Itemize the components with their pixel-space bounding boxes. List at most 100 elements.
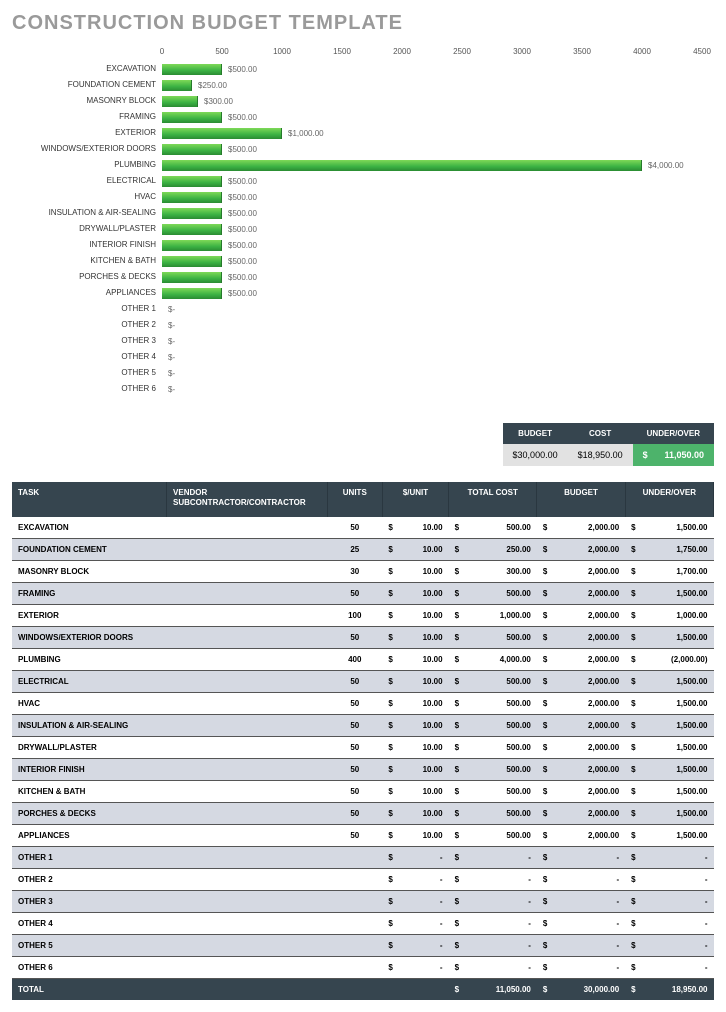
chart-bar [162,112,222,123]
chart-bar-value-label: $4,000.00 [648,161,684,170]
cell-budget: $- [537,957,625,979]
chart-bar [162,64,222,75]
cell-budget: $2,000.00 [537,561,625,583]
chart-bar-value-label: $- [168,337,175,346]
cell-vendor [167,583,328,605]
chart-bar-row: $1,000.00 [162,125,702,141]
cell-total: $- [449,935,537,957]
chart-bar-value-label: $500.00 [228,177,257,186]
chart-bar-row: $500.00 [162,253,702,269]
cell-total: $300.00 [449,561,537,583]
chart-tick: 4000 [633,47,651,56]
summary-header-budget: BUDGET [503,423,568,444]
budget-table: TASK VENDORSUBCONTRACTOR/CONTRACTOR UNIT… [12,482,714,1000]
chart-bar-row: $300.00 [162,93,702,109]
cell-budget: $- [537,891,625,913]
cell-vendor [167,649,328,671]
chart-bar-row: $- [162,333,702,349]
cell-total: $500.00 [449,583,537,605]
cell-total: $- [449,869,537,891]
cell-units [327,869,382,891]
cell-units [327,913,382,935]
cell-vendor [167,957,328,979]
table-row: EXCAVATION50$10.00$500.00$2,000.00$1,500… [12,517,714,539]
cell-total: $500.00 [449,517,537,539]
cell-over: $1,500.00 [625,759,713,781]
cell-total: $500.00 [449,693,537,715]
table-row: OTHER 3$-$-$-$- [12,891,714,913]
cell-over: $1,000.00 [625,605,713,627]
cell-budget: $2,000.00 [537,627,625,649]
chart-bar-value-label: $500.00 [228,113,257,122]
chart-tick: 1500 [333,47,351,56]
chart-bar-row: $500.00 [162,221,702,237]
cell-unitprice: $10.00 [382,803,448,825]
cell-task: OTHER 6 [12,957,167,979]
cell-units [327,847,382,869]
table-row: FOUNDATION CEMENT25$10.00$250.00$2,000.0… [12,539,714,561]
table-footer-row: TOTAL $11,050.00 $30,000.00 $18,950.00 [12,979,714,1001]
cell-unitprice: $- [382,935,448,957]
chart-bar-value-label: $500.00 [228,145,257,154]
th-over: UNDER/OVER [625,482,713,517]
cell-units: 50 [327,803,382,825]
chart-category-label: APPLIANCES [12,285,162,301]
chart-bar [162,192,222,203]
cell-vendor [167,693,328,715]
cell-unitprice: $10.00 [382,517,448,539]
cell-unitprice: $10.00 [382,583,448,605]
chart-category-label: FOUNDATION CEMENT [12,77,162,93]
cell-unitprice: $10.00 [382,693,448,715]
cell-task: WINDOWS/EXTERIOR DOORS [12,627,167,649]
cell-task: EXTERIOR [12,605,167,627]
cell-task: FRAMING [12,583,167,605]
cell-vendor [167,781,328,803]
cell-task: MASONRY BLOCK [12,561,167,583]
cell-units: 50 [327,517,382,539]
table-row: WINDOWS/EXTERIOR DOORS50$10.00$500.00$2,… [12,627,714,649]
cell-budget: $2,000.00 [537,671,625,693]
chart-tick: 0 [160,47,164,56]
cell-over: $- [625,935,713,957]
cell-budget: $2,000.00 [537,737,625,759]
cell-budget: $2,000.00 [537,825,625,847]
chart-tick: 2000 [393,47,411,56]
chart-bar [162,144,222,155]
cell-units: 50 [327,583,382,605]
cell-vendor [167,561,328,583]
chart-tick: 3000 [513,47,531,56]
chart-bar-value-label: $1,000.00 [288,129,324,138]
cell-total: $500.00 [449,803,537,825]
cost-chart: EXCAVATIONFOUNDATION CEMENTMASONRY BLOCK… [12,43,714,413]
chart-bar [162,208,222,219]
cell-over: $1,500.00 [625,715,713,737]
cell-unitprice: $10.00 [382,715,448,737]
chart-category-label: PORCHES & DECKS [12,269,162,285]
page-title: CONSTRUCTION BUDGET TEMPLATE [12,12,714,35]
chart-bar-row: $500.00 [162,173,702,189]
chart-bar-value-label: $300.00 [204,97,233,106]
cell-total: $500.00 [449,825,537,847]
cell-over: $1,750.00 [625,539,713,561]
chart-category-label: WINDOWS/EXTERIOR DOORS [12,141,162,157]
cell-total: $- [449,913,537,935]
cell-budget: $2,000.00 [537,715,625,737]
cell-vendor [167,869,328,891]
chart-tick: 2500 [453,47,471,56]
summary-over: $11,050.00 [633,444,714,466]
cell-vendor [167,825,328,847]
chart-bar-row: $- [162,381,702,397]
cell-unitprice: $- [382,847,448,869]
summary-table: BUDGET COST UNDER/OVER $30,000.00 $18,95… [503,423,714,466]
cell-budget: $2,000.00 [537,517,625,539]
cell-vendor [167,913,328,935]
cell-over: $1,500.00 [625,517,713,539]
summary-cost: $18,950.00 [568,444,633,466]
chart-category-label: ELECTRICAL [12,173,162,189]
cell-vendor [167,803,328,825]
cell-budget: $2,000.00 [537,693,625,715]
th-units: UNITS [327,482,382,517]
cell-over: $- [625,847,713,869]
cell-total: $250.00 [449,539,537,561]
cell-task: ELECTRICAL [12,671,167,693]
